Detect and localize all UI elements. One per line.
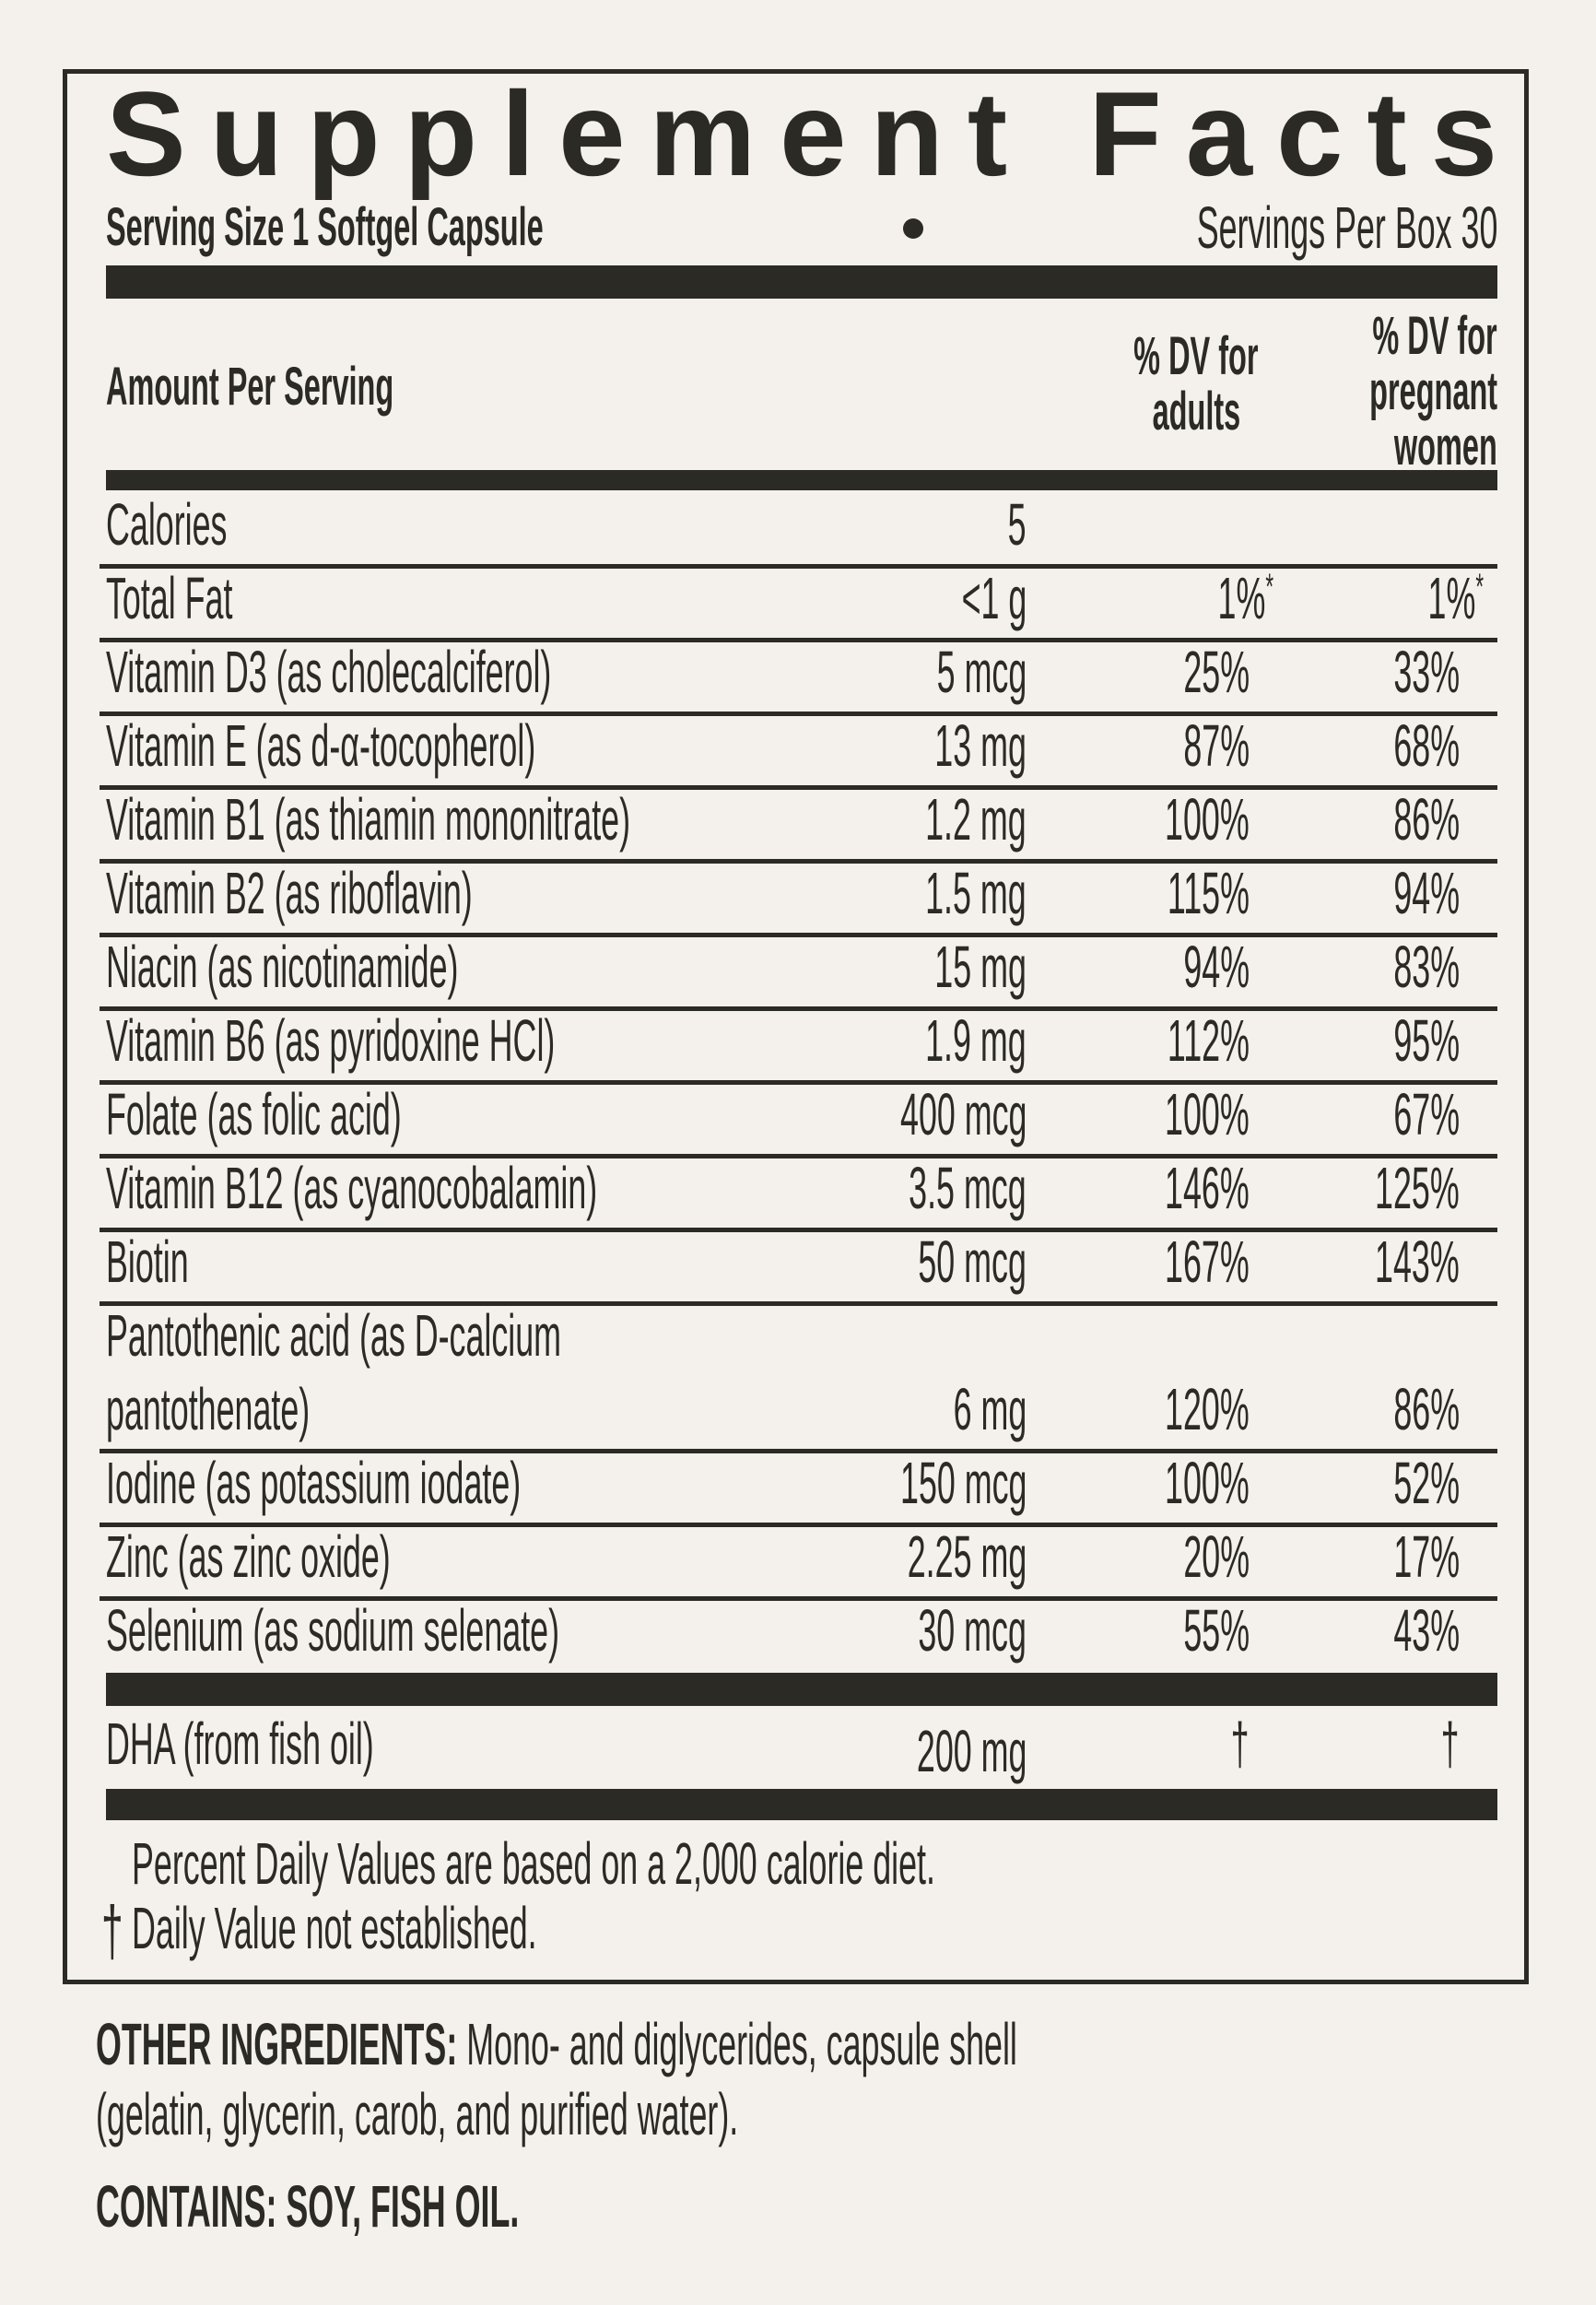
nutrient-name: Vitamin B1 (as thiamin mononitrate) bbox=[106, 786, 631, 853]
nutrient-amount: 200 mg bbox=[916, 1718, 1027, 1784]
dv-pregnant: 86% bbox=[1393, 786, 1460, 853]
dv-adults: 120% bbox=[1165, 1376, 1250, 1442]
nutrient-amount: 2.25 mg bbox=[907, 1523, 1027, 1590]
serving-size: Serving Size 1 Softgel Capsule bbox=[106, 197, 544, 257]
nutrient-amount: <1 g bbox=[961, 565, 1027, 631]
dv-adults: 100% bbox=[1165, 1081, 1250, 1147]
nutrient-name: Folate (as folic acid) bbox=[106, 1081, 402, 1147]
dv-adults: 100% bbox=[1165, 786, 1250, 853]
dv-adults: † bbox=[1231, 1711, 1250, 1777]
row-divider bbox=[100, 1301, 1497, 1306]
nutrient-name: Niacin (as nicotinamide) bbox=[106, 934, 459, 1000]
nutrient-amount: 15 mg bbox=[934, 934, 1027, 1000]
nutrient-amount: 13 mg bbox=[934, 712, 1027, 779]
dv-pregnant: 17% bbox=[1393, 1523, 1460, 1590]
nutrient-amount: 5 mcg bbox=[936, 639, 1027, 705]
nutrient-amount: 1.9 mg bbox=[925, 1007, 1027, 1074]
separator-dot bbox=[903, 218, 923, 239]
nutrient-amount: 150 mcg bbox=[899, 1450, 1027, 1516]
row-divider bbox=[100, 1154, 1497, 1158]
row-divider bbox=[100, 859, 1497, 864]
footnote-not-established: Daily Value not established. bbox=[132, 1895, 537, 1961]
row-divider bbox=[100, 1523, 1497, 1527]
nutrient-name: Iodine (as potassium iodate) bbox=[106, 1450, 522, 1516]
nutrient-name: Vitamin B6 (as pyridoxine HCl) bbox=[106, 1007, 556, 1074]
dv-adults: 146% bbox=[1165, 1155, 1250, 1221]
row-divider bbox=[100, 1449, 1497, 1453]
nutrient-name-cont: pantothenate) bbox=[106, 1376, 311, 1442]
nutrient-name: Vitamin D3 (as cholecalciferol) bbox=[106, 639, 552, 705]
dv-adults: 87% bbox=[1183, 712, 1250, 779]
nutrient-amount: 6 mg bbox=[953, 1376, 1027, 1442]
row-divider bbox=[100, 564, 1497, 569]
nutrient-name: Calories bbox=[106, 491, 228, 558]
row-divider bbox=[100, 711, 1497, 716]
footnote-percent-dv: Percent Daily Values are based on a 2,00… bbox=[132, 1830, 935, 1897]
other-ingredients: OTHER INGREDIENTS: Mono- and diglyceride… bbox=[96, 2011, 1017, 2077]
dv-pregnant: 143% bbox=[1375, 1229, 1460, 1295]
divider-bar bbox=[106, 1673, 1497, 1706]
dv-pregnant: 86% bbox=[1393, 1376, 1460, 1442]
nutrient-name: Biotin bbox=[106, 1229, 189, 1295]
nutrient-amount: 3.5 mcg bbox=[909, 1155, 1027, 1221]
nutrient-amount: 30 mcg bbox=[918, 1597, 1027, 1664]
dv-adults: 115% bbox=[1167, 860, 1250, 926]
dv-adults: 112% bbox=[1167, 1007, 1250, 1074]
dv-pregnant: 33% bbox=[1393, 639, 1460, 705]
nutrient-name: DHA (from fish oil) bbox=[106, 1711, 374, 1777]
dv-pregnant: 67% bbox=[1393, 1081, 1460, 1147]
dv-pregnant: 52% bbox=[1393, 1450, 1460, 1516]
divider-bar bbox=[106, 470, 1497, 490]
dv-adults: 100% bbox=[1165, 1450, 1250, 1516]
divider-bar bbox=[106, 1789, 1497, 1820]
nutrient-amount: 5 bbox=[1008, 491, 1027, 558]
dv-pregnant: 43% bbox=[1393, 1597, 1460, 1664]
dv-adults: 55% bbox=[1183, 1597, 1250, 1664]
divider-bar bbox=[106, 265, 1497, 299]
dv-adults: 20% bbox=[1183, 1523, 1250, 1590]
dv-adults: 25% bbox=[1183, 639, 1250, 705]
dv-pregnant: 95% bbox=[1393, 1007, 1460, 1074]
row-divider bbox=[100, 933, 1497, 937]
nutrient-name: Selenium (as sodium selenate) bbox=[106, 1597, 560, 1664]
dv-adults: 1%* bbox=[1217, 565, 1273, 631]
dv-pregnant: 94% bbox=[1393, 860, 1460, 926]
nutrient-amount: 1.5 mg bbox=[925, 860, 1027, 926]
row-divider bbox=[100, 1596, 1497, 1601]
row-divider bbox=[100, 1006, 1497, 1011]
other-ingredients-cont: (gelatin, glycerin, carob, and purified … bbox=[96, 2081, 739, 2147]
asterisk-marker: * bbox=[1265, 567, 1273, 607]
supplement-facts-panel bbox=[63, 69, 1529, 1984]
nutrient-amount: 50 mcg bbox=[918, 1229, 1027, 1295]
allergen-statement: CONTAINS: SOY, FISH OIL. bbox=[96, 2173, 520, 2240]
dv-pregnant: † bbox=[1441, 1711, 1460, 1777]
row-divider bbox=[100, 1080, 1497, 1085]
dv-pregnant: 125% bbox=[1375, 1155, 1460, 1221]
row-divider bbox=[100, 1228, 1497, 1232]
nutrient-amount: 400 mcg bbox=[899, 1081, 1027, 1147]
dv-adults: 94% bbox=[1183, 934, 1250, 1000]
dagger-symbol: † bbox=[101, 1892, 123, 1970]
row-divider bbox=[100, 638, 1497, 642]
asterisk-marker: * bbox=[1475, 567, 1484, 607]
nutrient-name: Pantothenic acid (as D-calcium bbox=[106, 1302, 562, 1369]
amount-per-serving-header: Amount Per Serving bbox=[106, 357, 394, 417]
dv-pregnant: 68% bbox=[1393, 712, 1460, 779]
dv-pregnant: 83% bbox=[1393, 934, 1460, 1000]
nutrient-name: Vitamin E (as d-α-tocopherol) bbox=[106, 712, 536, 779]
dv-pregnant: 1%* bbox=[1427, 565, 1484, 631]
dv-adults: 167% bbox=[1165, 1229, 1250, 1295]
other-ingredients-label: OTHER INGREDIENTS: bbox=[96, 2011, 458, 2077]
dv-adults-header: % DV for adults bbox=[1133, 326, 1259, 441]
nutrient-amount: 1.2 mg bbox=[925, 786, 1027, 853]
dv-pregnant-header: % DV for pregnant women bbox=[1369, 306, 1497, 476]
nutrient-name: Total Fat bbox=[106, 565, 233, 631]
nutrient-name: Zinc (as zinc oxide) bbox=[106, 1523, 391, 1590]
nutrient-name: Vitamin B12 (as cyanocobalamin) bbox=[106, 1155, 598, 1221]
panel-title: Supplement Facts bbox=[106, 66, 1522, 201]
nutrient-name: Vitamin B2 (as riboflavin) bbox=[106, 860, 473, 926]
row-divider bbox=[100, 785, 1497, 790]
servings-per-box: Servings Per Box 30 bbox=[1196, 194, 1497, 261]
